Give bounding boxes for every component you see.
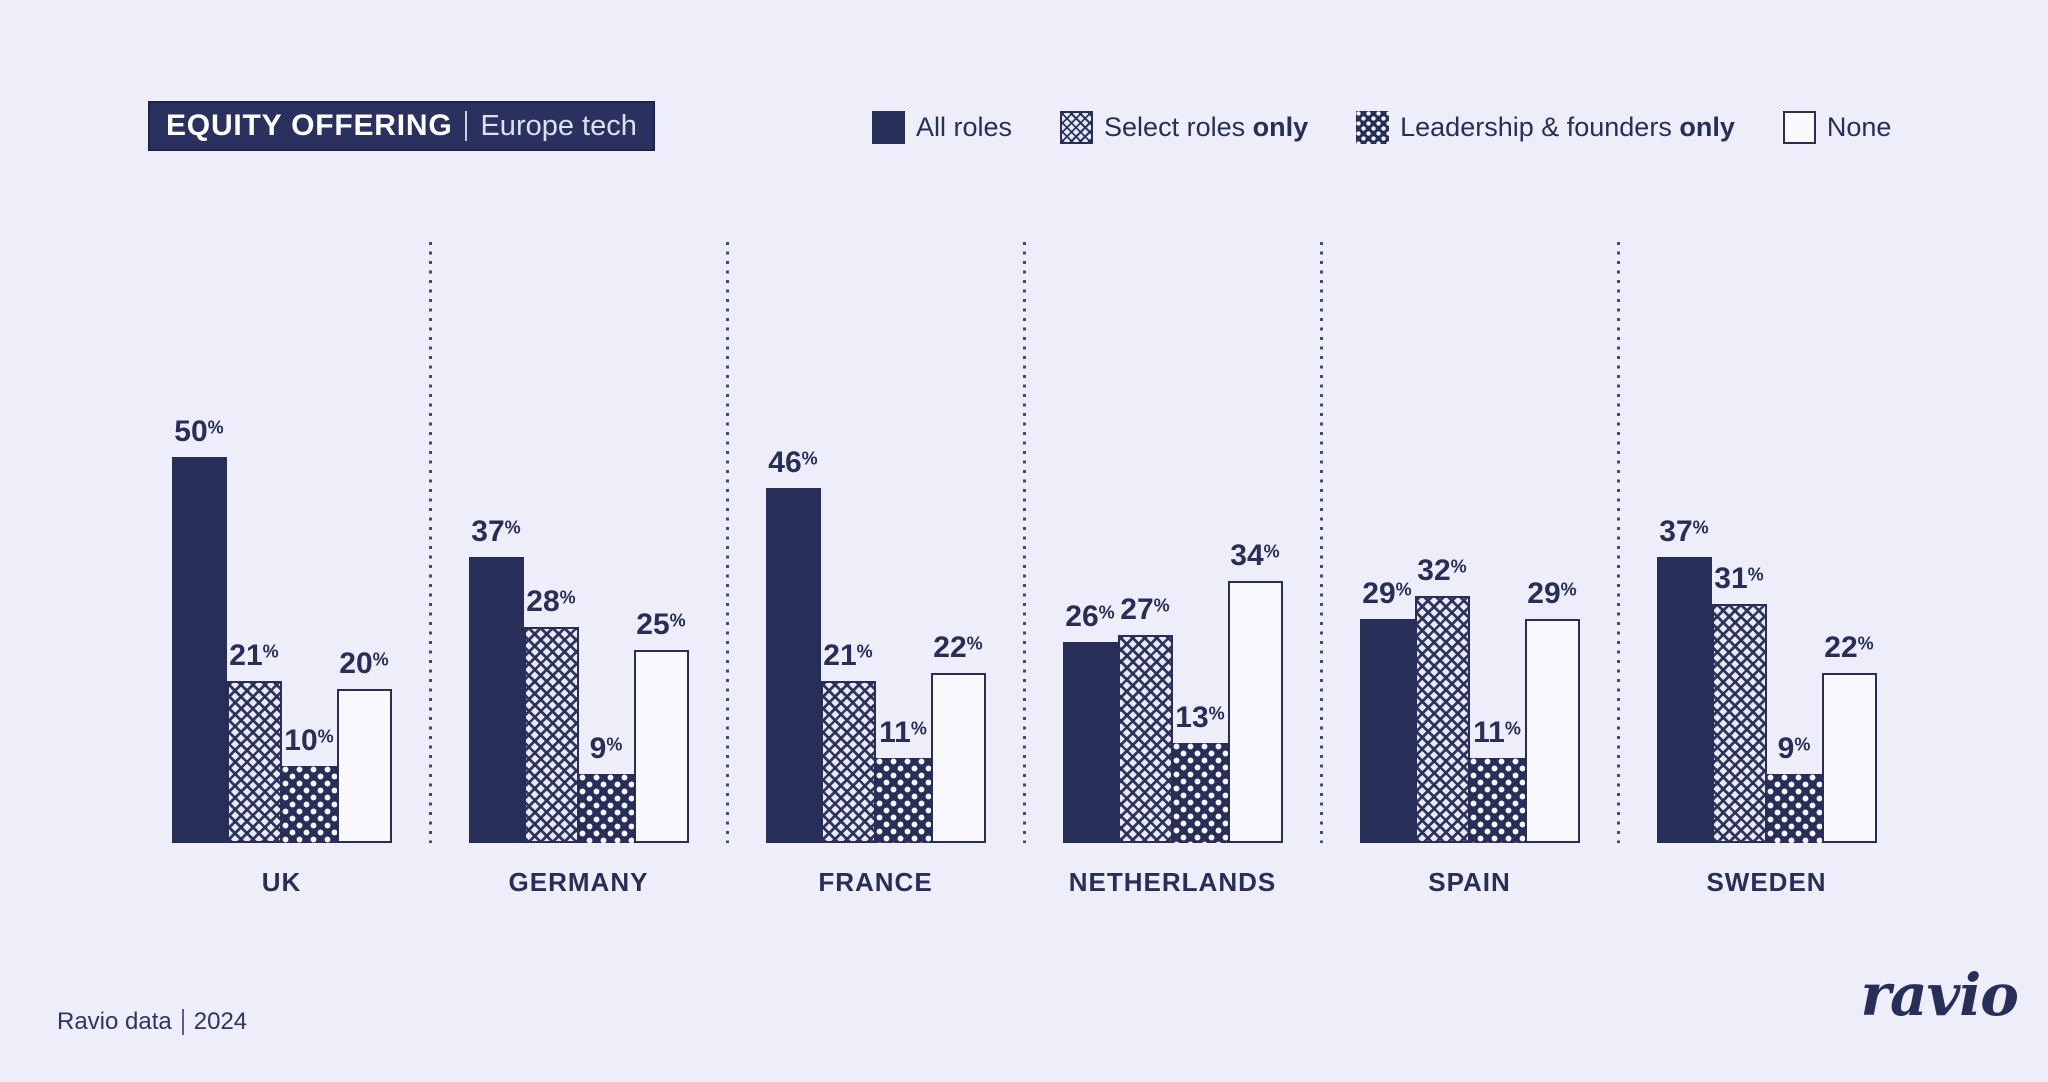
chart-legend: All roles Select roles only Leadership &… — [872, 111, 1891, 144]
bar-value-label: 37% — [471, 515, 521, 548]
legend-label: Leadership & founders only — [1400, 112, 1735, 142]
bar-value-label: 9% — [589, 732, 623, 765]
legend-item-cross: Select roles only — [1060, 111, 1308, 144]
legend-item-solid: All roles — [872, 111, 1012, 144]
bar-value-label: 28% — [526, 585, 576, 618]
bar-cross — [1414, 596, 1470, 843]
bar-value-label: 46% — [768, 446, 818, 479]
bar-group-uk: UK 50% 21% 10% 20% — [171, 417, 392, 897]
bar-dots — [1469, 758, 1525, 843]
bar-outline — [633, 650, 689, 843]
legend-item-dots: Leadership & founders only — [1356, 111, 1735, 144]
bar-solid — [1062, 642, 1118, 843]
country-label: SPAIN — [1428, 867, 1511, 897]
bar-value-label: 34% — [1230, 539, 1280, 572]
group-separator-dotted-line — [1320, 242, 1323, 843]
legend-label: All roles — [916, 112, 1013, 142]
footer-source: Ravio data 2024 — [57, 1008, 247, 1036]
country-label: UK — [261, 867, 302, 897]
chart-title-primary: EQUITY OFFERING — [166, 109, 453, 142]
group-separator-dotted-line — [1617, 242, 1620, 843]
footer-source-text: Ravio data — [57, 1008, 172, 1035]
bar-value-label: 9% — [1777, 732, 1811, 765]
bar-value-label: 13% — [1175, 701, 1225, 734]
legend-swatch-icon — [872, 111, 905, 144]
bar-outline — [1821, 673, 1877, 843]
bar-cross — [523, 627, 579, 843]
bar-cross — [226, 681, 282, 843]
bar-solid — [1359, 619, 1415, 843]
bar-outline — [1227, 581, 1283, 843]
footer-year: 2024 — [193, 1008, 248, 1035]
bar-group-france: FRANCE 46% 21% 11% 22% — [765, 423, 986, 897]
bar-value-label: 29% — [1362, 577, 1412, 610]
bar-value-label: 10% — [284, 724, 334, 757]
bar-outline — [336, 689, 392, 843]
bar-group-spain: SPAIN 29% 32% 11% 29% — [1359, 423, 1580, 897]
bar-dots — [578, 774, 634, 843]
group-separator-dotted-line — [429, 242, 432, 843]
country-label: SWEDEN — [1706, 867, 1827, 897]
bar-value-label: 21% — [229, 639, 279, 672]
ravio-logo: ravio — [1860, 961, 2019, 1029]
bar-solid — [171, 457, 227, 843]
bar-value-label: 50% — [174, 415, 224, 448]
legend-swatch-icon — [1782, 111, 1816, 144]
footer-divider — [181, 1009, 184, 1035]
bar-solid — [468, 557, 524, 843]
bar-value-label: 37% — [1659, 515, 1709, 548]
bar-outline — [1524, 619, 1580, 843]
bar-value-label: 31% — [1714, 562, 1764, 595]
bar-value-label: 32% — [1417, 554, 1467, 587]
group-separator-dotted-line — [726, 242, 729, 843]
bar-value-label: 27% — [1120, 593, 1170, 626]
bar-value-label: 29% — [1527, 577, 1577, 610]
bar-solid — [765, 488, 821, 843]
country-label: NETHERLANDS — [1068, 867, 1277, 897]
bar-dots — [281, 766, 337, 843]
bar-value-label: 20% — [339, 647, 389, 680]
title-divider — [465, 111, 468, 141]
bar-outline — [930, 673, 986, 843]
chart-title-box: EQUITY OFFERING Europe tech — [148, 101, 655, 151]
bar-dots — [1172, 743, 1228, 843]
bar-value-label: 26% — [1065, 600, 1115, 633]
legend-item-outline: None — [1782, 111, 1892, 144]
bar-value-label: 11% — [1473, 716, 1521, 749]
group-separator-dotted-line — [1023, 242, 1026, 843]
bar-group-sweden: SWEDEN 37% 31% 9% 22% — [1656, 423, 1877, 897]
bar-group-netherlands: NETHERLANDS 26% 27% 13% 34% — [1062, 423, 1283, 897]
bar-cross — [1711, 604, 1767, 843]
bar-group-germany: GERMANY 37% 28% 9% 25% — [468, 423, 689, 897]
bar-cross — [1117, 635, 1173, 843]
bar-solid — [1656, 557, 1712, 843]
legend-swatch-icon — [1356, 111, 1390, 144]
bar-value-label: 11% — [879, 716, 927, 749]
bar-value-label: 22% — [933, 631, 983, 664]
legend-label: None — [1826, 112, 1892, 142]
legend-swatch-icon — [1060, 111, 1094, 144]
bar-value-label: 22% — [1824, 631, 1874, 664]
country-label: GERMANY — [508, 867, 649, 897]
chart-title-secondary: Europe tech — [480, 109, 637, 142]
country-label: FRANCE — [818, 867, 933, 897]
bar-dots — [875, 758, 931, 843]
bar-cross — [820, 681, 876, 843]
bar-value-label: 21% — [823, 639, 873, 672]
bar-value-label: 25% — [636, 608, 686, 641]
legend-label: Select roles only — [1104, 112, 1309, 142]
bar-dots — [1766, 774, 1822, 843]
